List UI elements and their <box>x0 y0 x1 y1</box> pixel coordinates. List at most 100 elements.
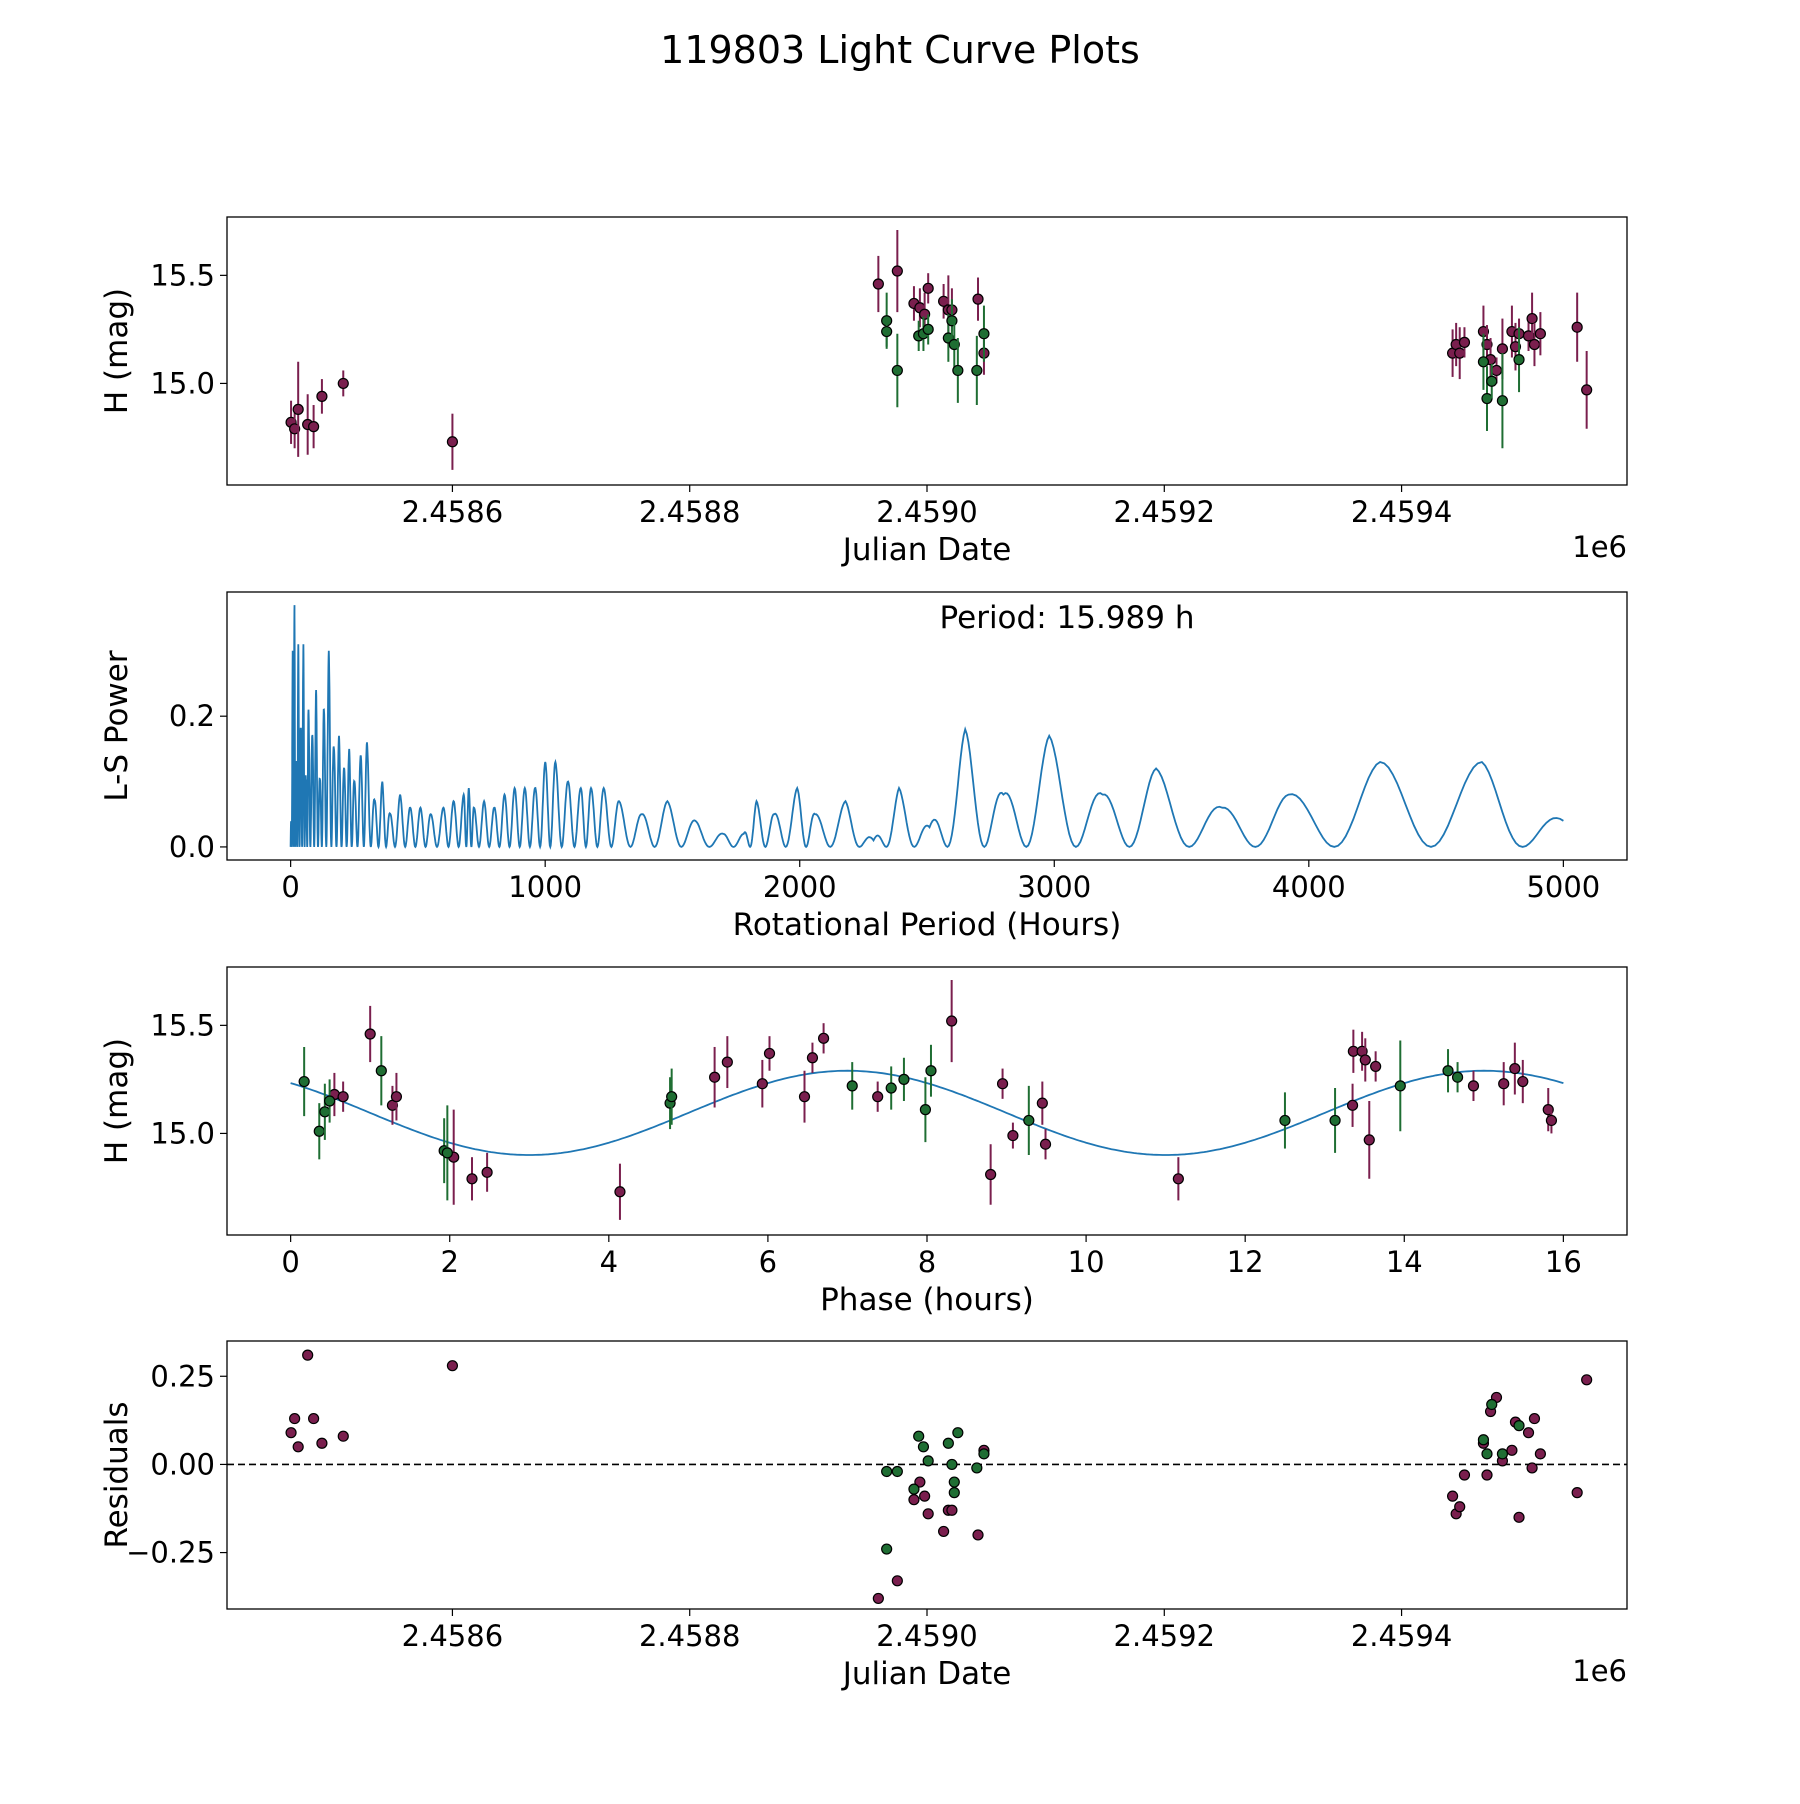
y-tick-label: 15.5 <box>150 258 215 292</box>
data-point-set-a <box>872 278 884 290</box>
data-point-set-a <box>1454 347 1466 359</box>
data-point-set-a <box>1481 1469 1493 1481</box>
data-point-set-b <box>948 1487 960 1499</box>
data-point-set-b <box>1496 395 1509 407</box>
data-point-set-a <box>364 1028 376 1040</box>
data-point-set-a <box>1467 1080 1480 1092</box>
data-point-set-b <box>881 325 893 338</box>
data-point-set-b <box>324 1095 336 1107</box>
data-point-set-a <box>972 1529 984 1541</box>
data-point-set-b <box>948 1476 960 1488</box>
data-point-set-a <box>922 1508 934 1520</box>
x-tick-label: 2.4588 <box>639 1619 740 1653</box>
y-tick-label: 0.25 <box>150 1359 215 1393</box>
x-tick-label: 2 <box>441 1245 459 1279</box>
data-point-set-a <box>1363 1134 1375 1146</box>
y-axis-label: Residuals <box>99 1401 135 1548</box>
y-tick-label: 15.0 <box>150 1116 215 1150</box>
data-point-set-b <box>913 1430 925 1442</box>
data-point-set-a <box>390 1091 403 1103</box>
x-axis-label: Julian Date <box>841 532 1012 568</box>
data-point-set-a <box>946 1015 958 1027</box>
data-point-set-a <box>914 1476 926 1488</box>
x-tick-label: 2.4586 <box>402 495 503 529</box>
x-tick-label: 6 <box>759 1245 777 1279</box>
data-point-set-a <box>721 1056 733 1068</box>
data-point-set-a <box>1517 1075 1529 1088</box>
data-point-set-a <box>996 1078 1009 1090</box>
data-point-set-a <box>1481 338 1493 351</box>
data-point-set-b <box>1496 1448 1509 1460</box>
period-annotation: Period: 15.989 h <box>940 600 1195 636</box>
data-point-set-a <box>798 1091 811 1103</box>
data-point-set-b <box>922 1455 934 1467</box>
data-point-set-b <box>846 1080 858 1092</box>
data-point-set-b <box>885 1082 897 1094</box>
data-point-set-b <box>942 1437 954 1449</box>
x-tick-label: 2.4586 <box>402 1619 503 1653</box>
data-point-set-a <box>1534 328 1546 340</box>
data-point-set-b <box>1481 1448 1493 1460</box>
figure-title: 119803 Light Curve Plots <box>660 28 1140 72</box>
data-point-set-b <box>919 1104 932 1116</box>
x-tick-label: 2.4590 <box>876 495 977 529</box>
data-point-set-b <box>881 1543 893 1555</box>
x-tick-label: 1000 <box>508 870 582 904</box>
data-point-set-a <box>308 421 320 433</box>
data-point-set-a <box>919 308 931 320</box>
data-point-set-a <box>1526 1462 1538 1474</box>
data-point-set-b <box>1477 356 1490 368</box>
data-point-set-a <box>308 1412 320 1425</box>
axes-frame <box>226 591 1628 861</box>
data-point-set-a <box>1526 312 1538 325</box>
data-point-set-a <box>1039 1138 1052 1150</box>
data-point-set-b <box>925 1065 937 1077</box>
data-point-set-a <box>1522 1427 1535 1439</box>
data-point-set-a <box>985 1168 997 1181</box>
data-point-set-b <box>1451 1071 1464 1083</box>
data-point-set-a <box>614 1186 626 1198</box>
data-point-set-b <box>881 1465 893 1478</box>
data-point-set-b <box>319 1106 331 1118</box>
data-point-set-b <box>1481 392 1493 405</box>
data-point-set-a <box>1454 1501 1466 1513</box>
data-point-set-a <box>1528 338 1541 351</box>
y-tick-label: 15.0 <box>150 366 215 400</box>
data-point-set-a <box>872 1091 884 1103</box>
data-point-set-a <box>709 1071 721 1083</box>
x-tick-label: 5000 <box>1526 870 1600 904</box>
data-point-set-a <box>292 403 304 415</box>
data-point-set-a <box>756 1078 768 1090</box>
data-point-set-b <box>1442 1065 1454 1077</box>
x-offset-label: 1e6 <box>1572 1654 1627 1688</box>
data-point-set-b <box>1477 1434 1490 1446</box>
x-tick-label: 2.4594 <box>1351 495 1452 529</box>
data-point-set-b <box>891 364 903 377</box>
data-point-set-a <box>972 293 984 305</box>
data-point-set-b <box>1513 354 1525 366</box>
subplot-2: 0 1000 2000 3000 4000 5000 0.0 0.2 Rotational Pe… <box>99 591 1628 943</box>
data-point-set-a <box>946 1504 958 1516</box>
y-tick-label: 0.2 <box>169 699 215 733</box>
data-point-set-a <box>1458 336 1471 348</box>
data-point-set-a <box>1513 1511 1525 1523</box>
data-point-set-a <box>891 265 903 277</box>
data-point-set-a <box>289 423 301 435</box>
plot-area <box>290 979 1564 1220</box>
plot-area <box>285 229 1593 470</box>
x-tick-label: 3000 <box>1017 870 1091 904</box>
data-point-set-a <box>763 1047 776 1060</box>
y-tick-label: 0.00 <box>150 1447 215 1481</box>
data-point-set-a <box>285 1427 297 1439</box>
axes-frame <box>226 1340 1628 1610</box>
data-point-set-b <box>952 364 964 377</box>
data-point-set-b <box>1486 375 1498 387</box>
data-point-set-a <box>891 1575 903 1587</box>
data-point-set-a <box>1490 364 1503 377</box>
x-tick-label: 2.4588 <box>639 495 740 529</box>
data-point-set-b <box>313 1125 325 1137</box>
data-point-set-a <box>302 1349 314 1361</box>
data-point-set-b <box>1023 1114 1035 1127</box>
